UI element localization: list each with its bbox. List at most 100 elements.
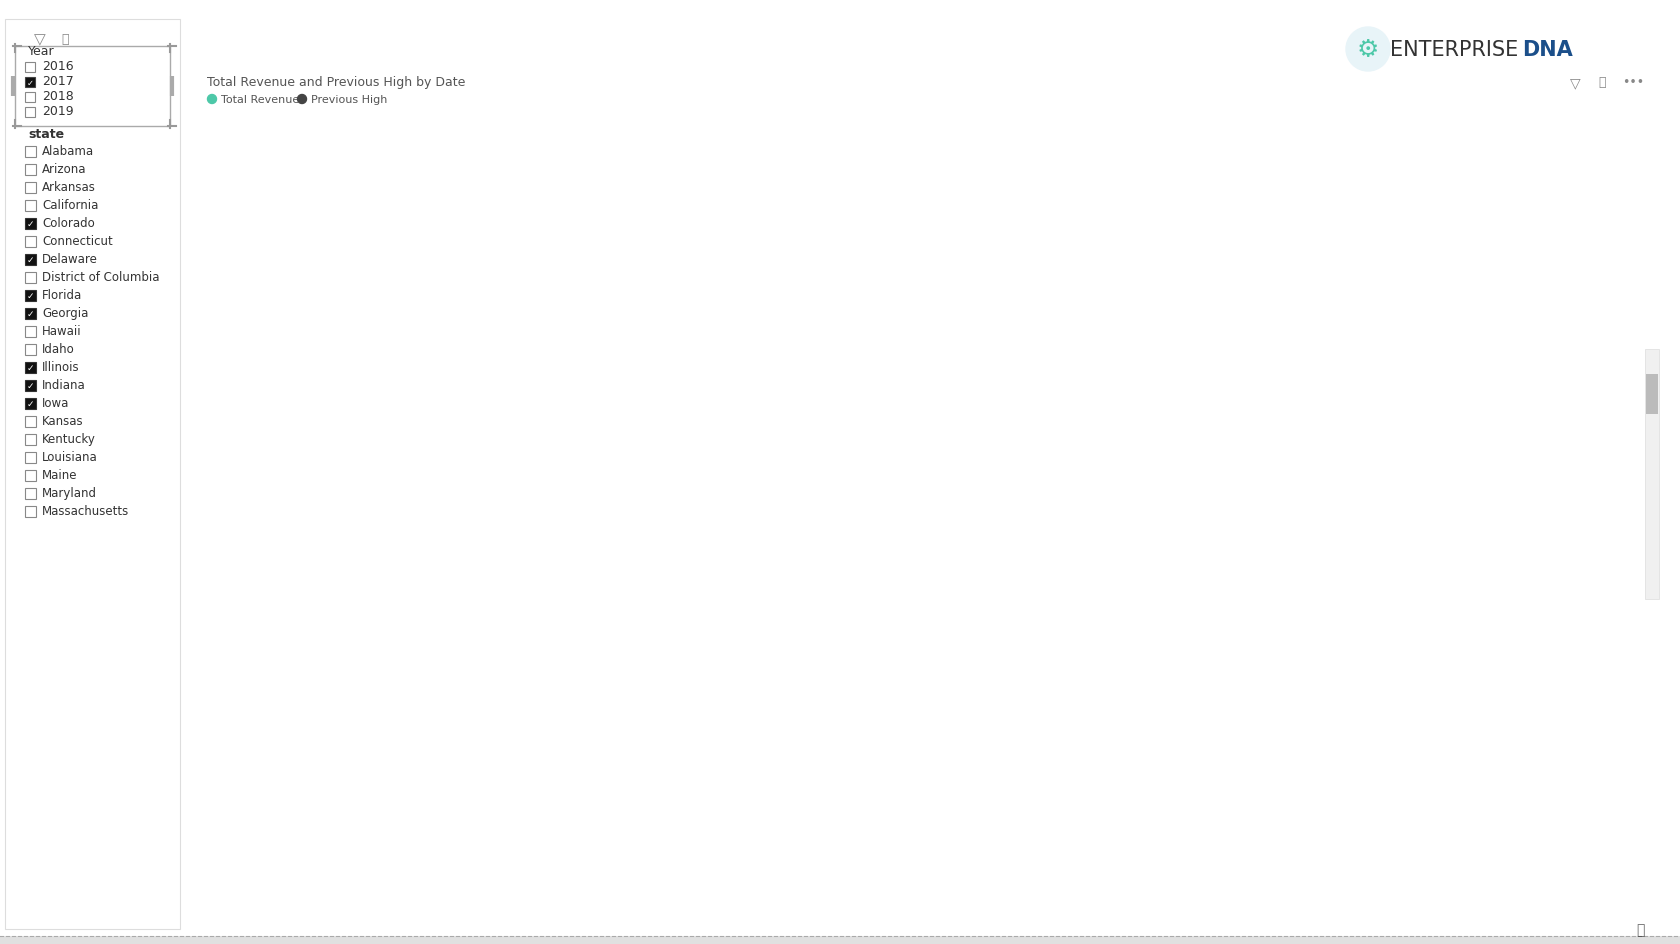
Bar	[252, 221, 255, 345]
Bar	[810, 194, 813, 345]
Bar	[1149, 236, 1151, 345]
Bar	[207, 726, 662, 745]
Bar	[474, 342, 477, 345]
Bar	[1589, 599, 1593, 606]
Text: 2019: 2019	[42, 106, 74, 118]
Bar	[207, 784, 662, 803]
Bar	[1584, 590, 1588, 606]
Bar	[479, 219, 482, 606]
Bar	[1347, 135, 1351, 606]
Bar	[1312, 598, 1315, 606]
Bar	[1601, 313, 1604, 345]
Bar	[712, 543, 716, 606]
Bar	[654, 310, 657, 345]
Bar	[1324, 550, 1327, 606]
Bar	[1504, 601, 1507, 606]
Bar	[1129, 333, 1132, 345]
Bar	[207, 610, 662, 629]
Bar	[869, 527, 870, 606]
Bar	[665, 588, 669, 606]
Bar	[341, 226, 344, 345]
Text: 227,840.20: 227,840.20	[596, 672, 655, 683]
Bar	[1433, 190, 1436, 606]
Text: Maine: Maine	[42, 469, 77, 482]
Bar	[1499, 189, 1502, 345]
Bar	[1410, 283, 1413, 606]
Bar	[1067, 511, 1070, 606]
Bar	[1386, 317, 1389, 345]
Bar	[284, 576, 287, 606]
Bar	[1383, 539, 1386, 606]
Bar	[388, 331, 391, 345]
Bar	[25, 327, 35, 338]
Bar	[899, 328, 902, 345]
Bar	[580, 321, 583, 345]
Bar	[680, 404, 684, 606]
Bar	[583, 540, 586, 606]
Text: 149,852.20: 149,852.20	[423, 885, 482, 895]
Bar	[1569, 518, 1572, 606]
Bar	[1492, 581, 1495, 606]
Bar	[1047, 582, 1050, 606]
Bar	[255, 447, 259, 606]
Bar	[438, 571, 442, 606]
Bar	[879, 319, 882, 345]
Bar	[887, 247, 890, 345]
Bar	[1359, 540, 1362, 606]
Bar	[973, 299, 976, 345]
Bar	[1218, 341, 1221, 345]
Bar	[1578, 433, 1581, 606]
Bar	[816, 507, 820, 606]
Bar	[432, 337, 435, 345]
Bar	[1312, 341, 1315, 345]
Text: 227,840.20: 227,840.20	[596, 633, 655, 644]
Bar	[1421, 599, 1425, 606]
Text: ⬜: ⬜	[60, 33, 69, 46]
Bar	[1040, 583, 1043, 606]
Bar	[1005, 523, 1008, 606]
Bar	[1507, 596, 1510, 606]
Bar	[801, 339, 805, 345]
Bar	[1347, 159, 1351, 345]
Bar	[1448, 591, 1452, 606]
Bar	[559, 340, 563, 345]
Bar	[1000, 402, 1003, 606]
Bar	[1028, 535, 1032, 606]
Bar	[1062, 278, 1065, 345]
Bar	[25, 452, 35, 464]
Text: 174,072.70: 174,072.70	[423, 652, 482, 663]
Bar	[1097, 408, 1100, 606]
Bar	[1452, 581, 1455, 606]
Bar	[207, 687, 662, 706]
Bar	[1085, 319, 1089, 345]
Bar	[674, 537, 677, 606]
Bar	[521, 429, 524, 606]
Bar	[553, 135, 556, 606]
Bar	[1268, 274, 1272, 345]
Bar	[1320, 343, 1324, 345]
Bar	[25, 219, 35, 229]
Bar	[564, 300, 568, 345]
Bar	[1171, 303, 1174, 606]
Bar	[743, 497, 746, 606]
Text: 227,840.20: 227,840.20	[596, 846, 655, 856]
Bar	[1475, 331, 1478, 606]
Bar	[1016, 306, 1020, 345]
Text: 285,533.90: 285,533.90	[590, 904, 655, 915]
Bar	[1620, 323, 1623, 345]
Bar	[645, 618, 662, 913]
Bar	[654, 516, 657, 606]
Text: Arizona: Arizona	[42, 163, 86, 177]
Bar	[828, 490, 832, 606]
Bar	[627, 480, 630, 606]
Bar	[385, 510, 388, 606]
Bar	[1362, 475, 1366, 606]
Bar	[1613, 328, 1614, 345]
Bar	[365, 340, 368, 345]
Bar	[618, 334, 622, 345]
Bar	[825, 582, 828, 606]
Bar	[798, 335, 801, 345]
Bar	[884, 335, 887, 345]
Text: 54,323.60: 54,323.60	[430, 846, 482, 856]
Bar	[249, 343, 252, 345]
